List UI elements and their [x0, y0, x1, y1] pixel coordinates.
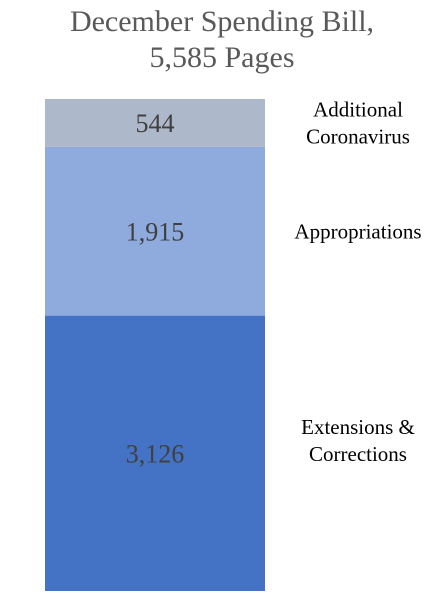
chart-title-line-2: 5,585 Pages [149, 41, 295, 74]
bar-segment-0 [45, 315, 265, 591]
bar-segment-2 [45, 99, 265, 147]
bar-segment-1 [45, 146, 265, 316]
data-label-2: 544 [136, 109, 175, 138]
chart-title: December Spending Bill, 5,585 Pages [0, 4, 444, 76]
chart-title-line-1: December Spending Bill, [69, 5, 375, 38]
series-label-1-line-0: Appropriations [294, 219, 421, 243]
series-label-2-line-0: Additional [313, 97, 403, 121]
series-label-0-line-1: Corrections [309, 442, 407, 466]
series-label-2-line-1: Coronavirus [306, 124, 410, 148]
data-label-0: 3,126 [126, 439, 185, 468]
data-label-1: 1,915 [126, 217, 185, 246]
series-label-0-line-0: Extensions & [301, 415, 415, 439]
